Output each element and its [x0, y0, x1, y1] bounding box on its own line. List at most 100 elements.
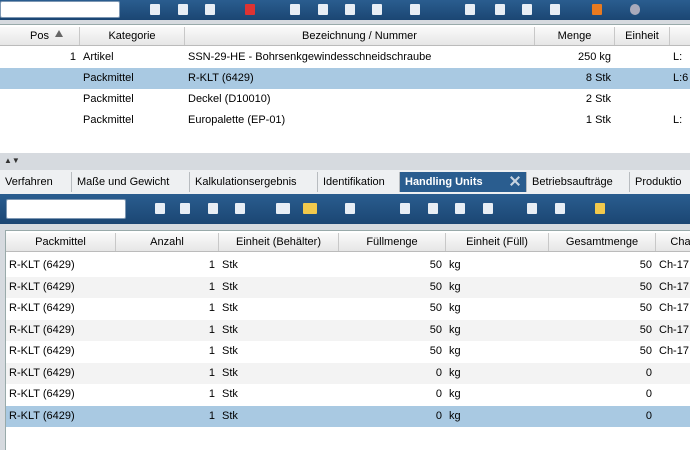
table-row[interactable]: [6, 341, 690, 363]
table-cell: Stk: [222, 345, 238, 357]
icon[interactable]: [208, 203, 218, 214]
table-cell: kg: [449, 409, 461, 422]
column-header[interactable]: Bezeichnung / Nummer: [185, 27, 535, 45]
table-cell: kg: [449, 280, 461, 293]
icon[interactable]: [155, 203, 165, 214]
tab[interactable]: Identifikation: [318, 172, 400, 192]
table-cell: 0: [435, 388, 442, 400]
icon[interactable]: [235, 203, 245, 214]
tab-close[interactable]: [510, 176, 520, 186]
upper-table: Pos Kategorie Bezeichnung / Nummer Menge Ein…: [0, 24, 690, 153]
table-row[interactable]: [6, 384, 690, 406]
table-cell: R-KLT (6429): [9, 345, 75, 357]
icon[interactable]: [483, 203, 493, 214]
table-cell: 0: [435, 409, 442, 422]
icon[interactable]: [180, 203, 190, 214]
table-cell: Europalette (EP-01): [188, 114, 286, 126]
icon[interactable]: [527, 203, 537, 214]
table-cell: kg: [449, 323, 461, 336]
tab[interactable]: Handling Units: [400, 172, 527, 192]
table-cell: 50: [639, 280, 652, 293]
icon[interactable]: [550, 4, 560, 15]
table-row[interactable]: [6, 298, 690, 320]
table-cell: R-KLT (6429): [9, 259, 75, 271]
table-row[interactable]: [6, 362, 690, 384]
icon[interactable]: [455, 203, 465, 214]
icon[interactable]: [150, 4, 160, 15]
table-cell: 50: [639, 302, 652, 314]
column-header[interactable]: Einheit (Füll): [446, 233, 549, 251]
table-cell: 1: [208, 259, 215, 271]
table-row[interactable]: [0, 68, 690, 89]
column-header[interactable]: Pos: [0, 27, 80, 45]
top-toolbar: [0, 0, 690, 20]
table-row[interactable]: [0, 89, 690, 110]
icon[interactable]: [276, 203, 290, 214]
tab[interactable]: Produktio: [630, 172, 690, 192]
table-cell: 1: [208, 409, 215, 422]
splitter[interactable]: ▲▼: [4, 156, 20, 165]
icon[interactable]: [410, 4, 420, 15]
icon[interactable]: [372, 4, 382, 15]
table-cell: kg: [449, 302, 461, 314]
column-header[interactable]: Kategorie: [80, 27, 185, 45]
table-cell: 250 kg: [577, 51, 611, 63]
column-header[interactable]: Anzahl: [116, 233, 219, 251]
table-cell: SSN-29-HE - Bohrsenkgewindesschneidschra…: [188, 51, 432, 63]
icon[interactable]: [245, 4, 255, 15]
table-cell: 0: [645, 388, 652, 400]
tab[interactable]: Verfahren: [0, 172, 72, 192]
table-cell: R-KLT (6429): [188, 72, 254, 84]
table-row[interactable]: [6, 319, 690, 341]
header-row: [6, 233, 690, 252]
icon[interactable]: [428, 203, 438, 214]
column-header[interactable]: Einheit: [615, 27, 670, 45]
icon[interactable]: [345, 203, 355, 214]
column-header[interactable]: Füllmenge: [339, 233, 446, 251]
table-cell: R-KLT (6429): [9, 280, 75, 293]
icon[interactable]: [345, 4, 355, 15]
table-row[interactable]: [0, 110, 690, 131]
icon[interactable]: [595, 203, 605, 214]
icon[interactable]: [592, 4, 602, 15]
table-cell: 0: [435, 366, 442, 379]
column-header[interactable]: Gesamtmenge: [549, 233, 656, 251]
table-cell: 50: [639, 345, 652, 357]
icon[interactable]: [290, 4, 300, 15]
column-header[interactable]: Einheit (Behälter): [219, 233, 339, 251]
table-cell: Stk: [222, 323, 238, 336]
table-cell: Stk: [222, 259, 238, 271]
table-cell: Packmittel: [83, 93, 134, 105]
table-row[interactable]: [0, 47, 690, 68]
table-cell: 2 Stk: [585, 93, 611, 105]
icon[interactable]: [495, 4, 505, 15]
icon[interactable]: [522, 4, 532, 15]
icon[interactable]: [465, 4, 475, 15]
column-header[interactable]: Cha: [656, 233, 690, 251]
table-row[interactable]: [6, 405, 690, 427]
search-box[interactable]: [0, 1, 120, 18]
icon[interactable]: [400, 203, 410, 214]
search-box[interactable]: [6, 199, 126, 219]
icon[interactable]: [630, 4, 640, 15]
icon[interactable]: [555, 203, 565, 214]
table-row[interactable]: [6, 255, 690, 277]
tab[interactable]: Betriebsaufträge: [527, 172, 630, 192]
column-header[interactable]: Menge: [535, 27, 615, 45]
table-cell: kg: [449, 259, 461, 271]
table-cell: 8 Stk: [585, 72, 611, 84]
icon[interactable]: [178, 4, 188, 15]
table-cell: 1 Stk: [585, 114, 611, 126]
table-row[interactable]: [6, 276, 690, 298]
icon[interactable]: [303, 203, 317, 214]
table-cell: 1: [208, 388, 215, 400]
icon[interactable]: [318, 4, 328, 15]
table-cell: Stk: [222, 302, 238, 314]
table-cell: 1: [208, 280, 215, 293]
icon[interactable]: [205, 4, 215, 15]
column-header[interactable]: Packmittel: [6, 233, 116, 251]
tab[interactable]: Kalkulationsergebnis: [190, 172, 318, 192]
table-cell: 0: [645, 366, 652, 379]
tab[interactable]: Maße und Gewicht: [72, 172, 190, 192]
table-cell: 0: [645, 409, 652, 422]
